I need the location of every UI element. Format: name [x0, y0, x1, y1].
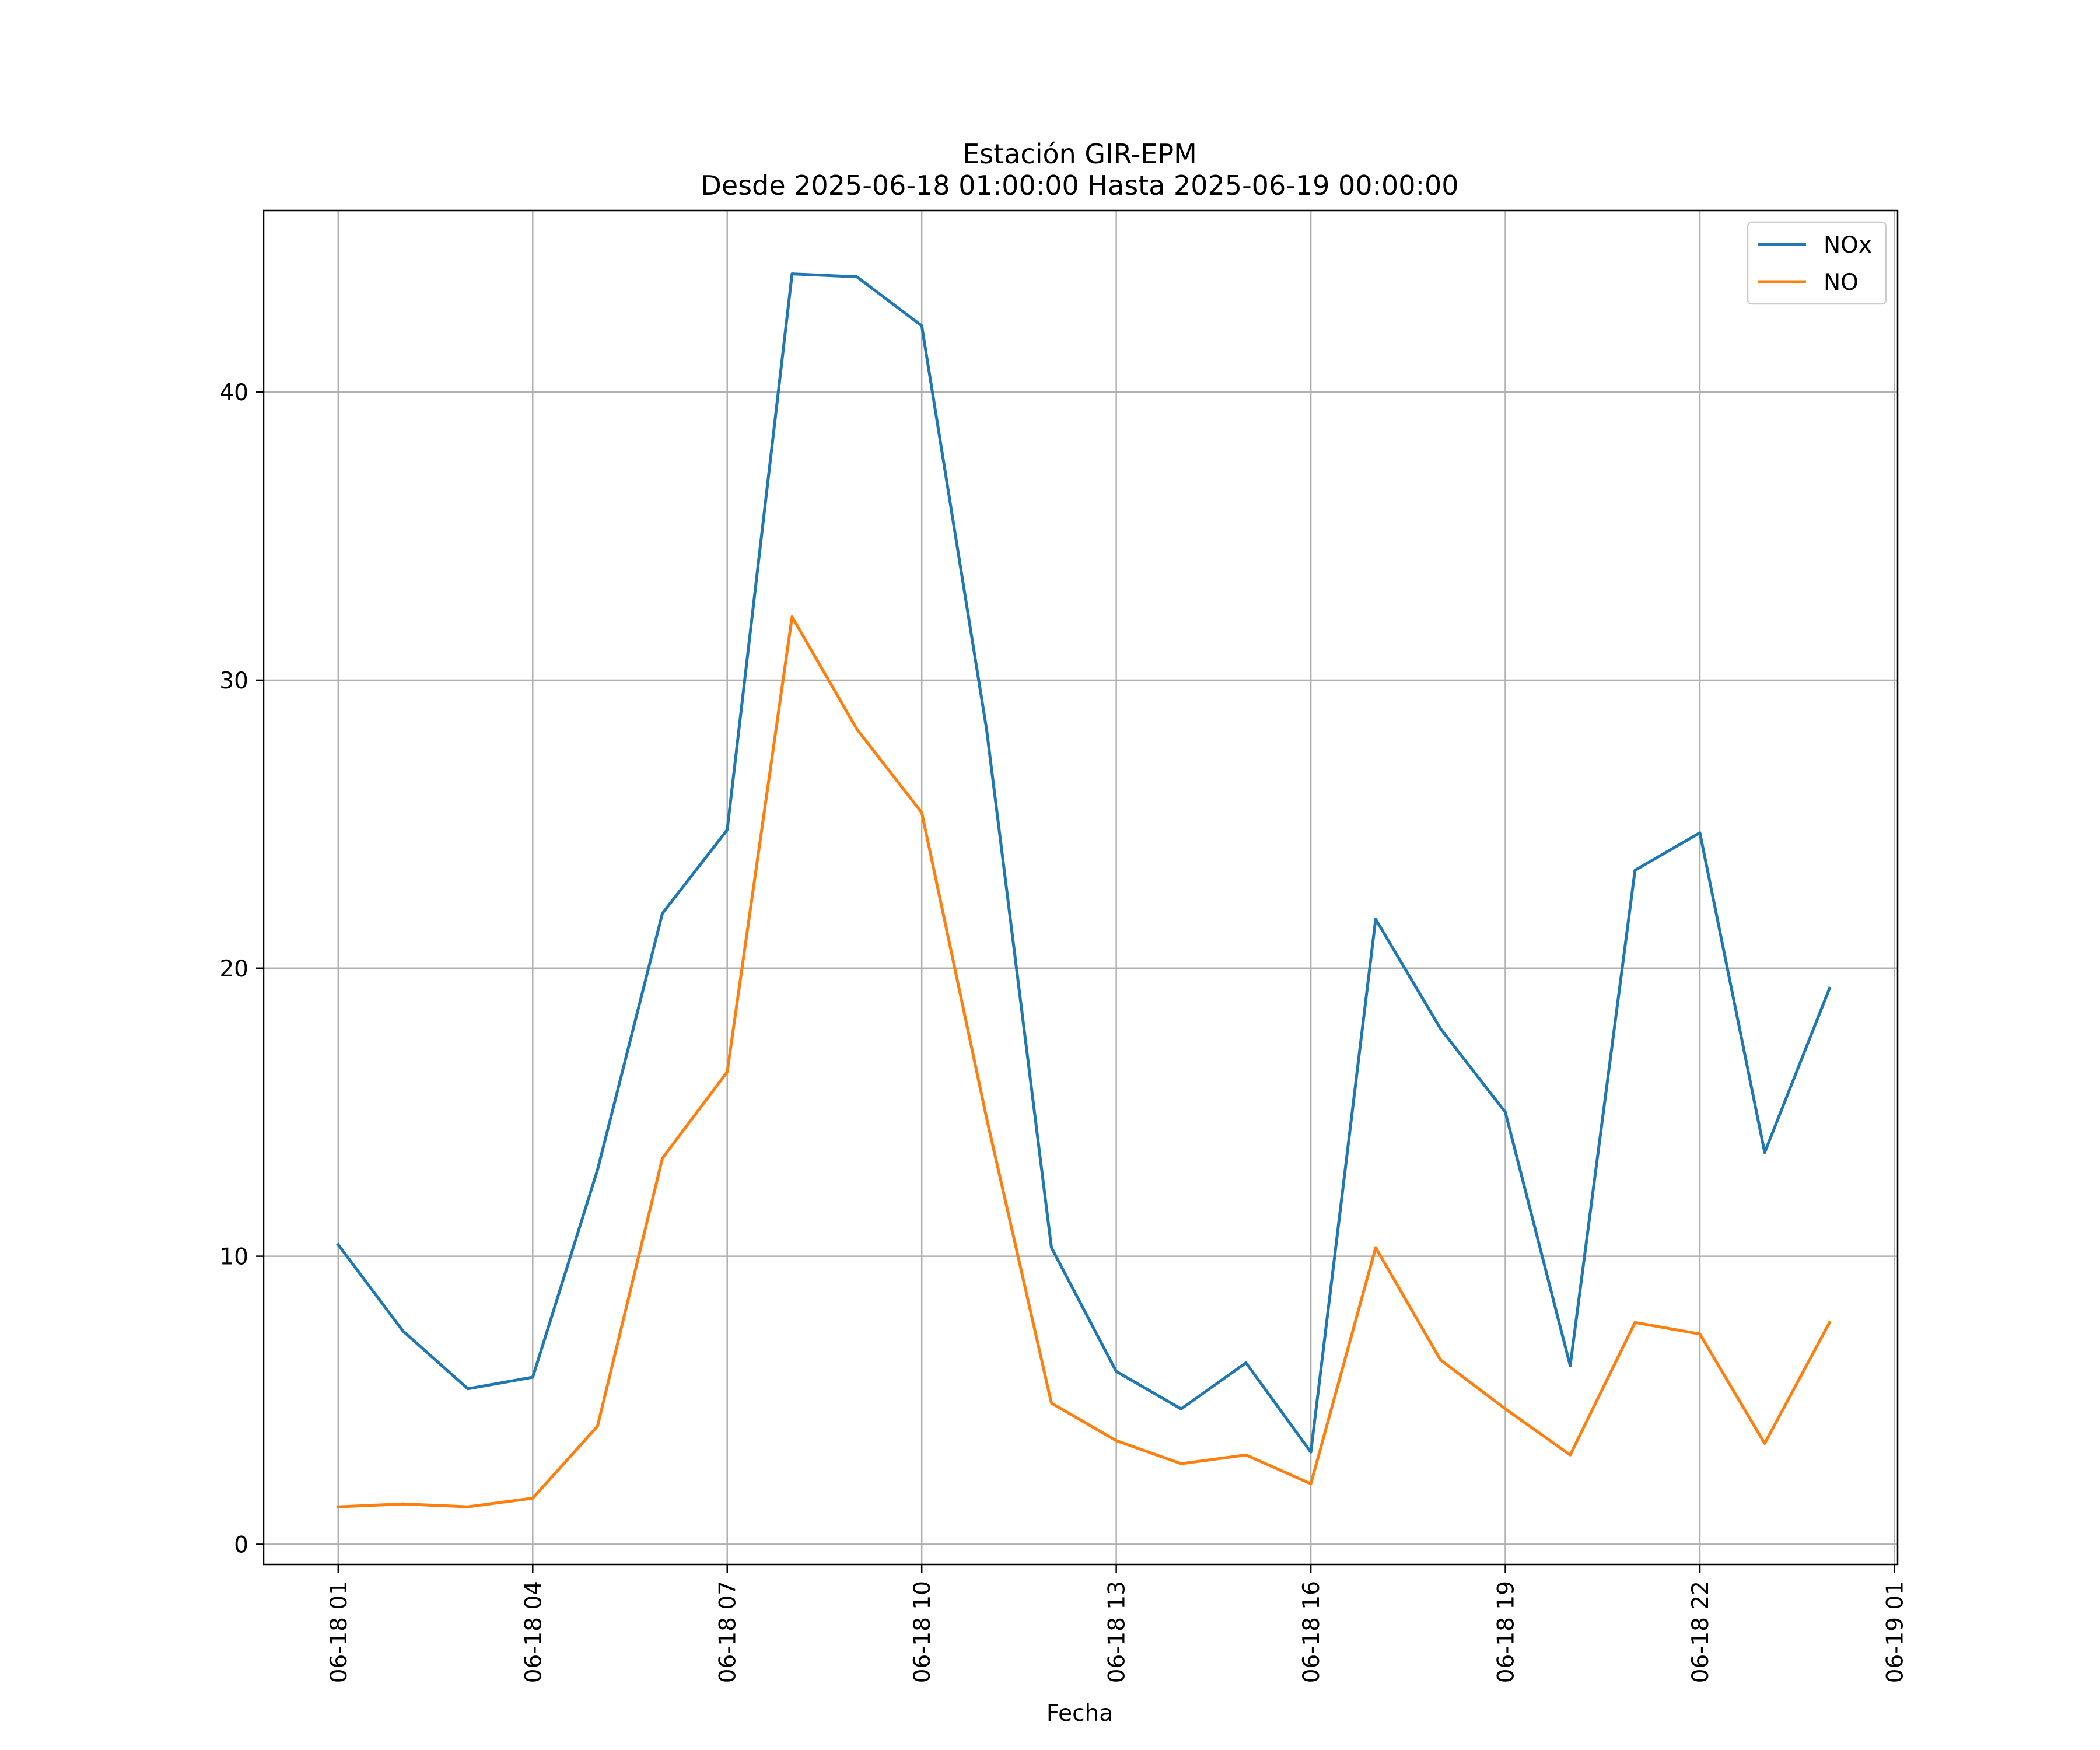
legend: NOx NO [1746, 221, 1887, 305]
chart-subtitle: Desde 2025-06-18 01:00:00 Hasta 2025-06-… [701, 170, 1458, 201]
x-axis: 06-18 01 06-18 04 06-18 07 06-18 10 06-18 13… [326, 1564, 1908, 1683]
x-tick-label: 06-18 19 [1493, 1581, 1520, 1683]
series-line-no [337, 615, 1832, 1508]
x-tick-label: 06-18 01 [326, 1581, 352, 1683]
plot-area: 06-18 01 06-18 04 06-18 07 06-18 10 06-18 13… [219, 209, 1908, 1683]
x-tick-label: 06-18 13 [1104, 1581, 1130, 1683]
x-axis-label: Fecha [1046, 1700, 1113, 1727]
x-tick-label: 06-19 01 [1882, 1581, 1908, 1683]
y-tick-label: 10 [219, 1244, 249, 1270]
x-tick-label: 06-18 04 [520, 1581, 547, 1683]
legend-label-no: NO [1824, 270, 1859, 296]
y-tick-label: 0 [234, 1532, 249, 1558]
chart-title: Estación GIR-EPM [963, 138, 1197, 170]
x-tick-label: 06-18 10 [909, 1581, 936, 1683]
y-tick-label: 20 [219, 956, 249, 982]
grid [264, 211, 1898, 1564]
legend-label-nox: NOx [1824, 232, 1872, 258]
y-tick-label: 30 [219, 668, 249, 694]
y-axis: 0 10 20 30 40 [219, 380, 264, 1558]
plot-frame [262, 209, 1899, 1566]
legend-box [1746, 221, 1887, 305]
x-tick-label: 06-18 22 [1688, 1581, 1714, 1683]
y-tick-label: 40 [219, 380, 249, 406]
series-line-nox [336, 272, 1832, 1454]
series-lines [336, 272, 1832, 1508]
x-tick-label: 06-18 16 [1298, 1581, 1325, 1683]
x-tick-label: 06-18 07 [715, 1581, 741, 1683]
